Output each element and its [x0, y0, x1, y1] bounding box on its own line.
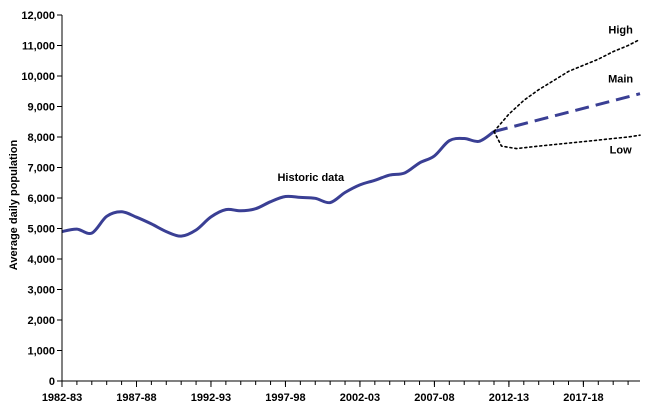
y-tick-label: 10,000	[21, 71, 55, 83]
x-tick-label: 1987-88	[116, 392, 156, 404]
x-tick-label: 1982-83	[42, 392, 82, 404]
annotations: Historic data High Main Low	[277, 24, 633, 184]
series-line-low	[493, 130, 641, 150]
annotation-historic-data: Historic data	[277, 172, 345, 184]
y-tick-label: 1,000	[27, 346, 55, 358]
x-tick-label: 1997-98	[265, 392, 305, 404]
annotation-low: Low	[610, 144, 632, 156]
series-line-historic-data	[61, 130, 495, 238]
y-tick-label: 7,000	[27, 163, 55, 175]
x-tick-label: 1992-93	[191, 392, 231, 404]
x-tick-label: 2017-18	[563, 392, 603, 404]
y-tick-label: 11,000	[22, 41, 55, 53]
y-axis-title: Average daily population	[8, 140, 20, 271]
y-tick-label: 2,000	[27, 315, 55, 327]
y-tick-label: 12,000	[21, 10, 55, 22]
x-tick-label: 2007-08	[414, 392, 454, 404]
annotation-high: High	[608, 24, 633, 36]
annotation-main: Main	[608, 74, 633, 86]
y-tick-label: 0	[49, 376, 55, 388]
x-tick-label: 2012-13	[489, 392, 529, 404]
series-line-high	[493, 38, 641, 133]
y-tick-label: 4,000	[27, 254, 55, 266]
y-tick-label: 3,000	[27, 285, 55, 297]
y-axis-ticks: 0 1,000 2,000 3,000 4,000 5,000 6,000 7,000 8,00…	[21, 10, 62, 388]
y-tick-label: 8,000	[27, 132, 55, 144]
y-tick-label: 5,000	[27, 224, 55, 236]
y-tick-label: 9,000	[27, 102, 55, 114]
x-axis-ticks: 1982-83 1987-88 1992-93 1997-98 2002-03 2007-…	[42, 381, 629, 404]
series-line-main	[493, 92, 641, 133]
series-lines	[61, 38, 641, 238]
y-tick-label: 6,000	[27, 193, 55, 205]
x-tick-label: 2002-03	[340, 392, 380, 404]
